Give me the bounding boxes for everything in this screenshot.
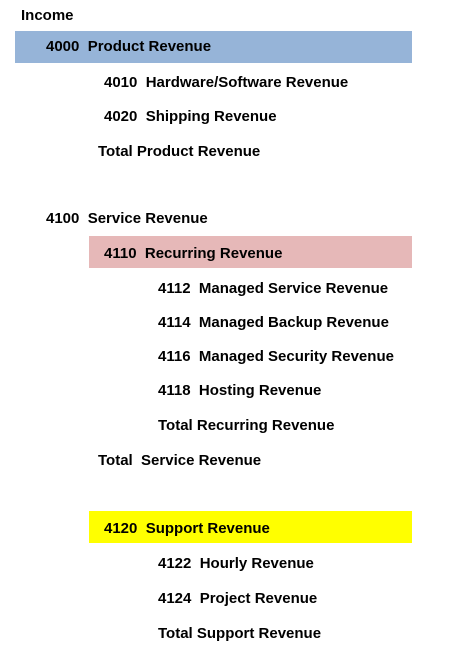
- managed-security-revenue-row: 4116 Managed Security Revenue: [158, 348, 394, 365]
- shipping-revenue-row: 4020 Shipping Revenue: [104, 108, 277, 125]
- project-revenue-row: 4124 Project Revenue: [158, 590, 318, 607]
- total-service-revenue: Total Service Revenue: [98, 452, 262, 469]
- hardware-software-revenue-row: 4010 Hardware/Software Revenue: [104, 74, 349, 91]
- managed-backup-revenue-row: 4114 Managed Backup Revenue: [158, 314, 389, 331]
- hourly-revenue-row: 4122 Hourly Revenue: [158, 555, 314, 572]
- support-revenue-highlight: [89, 511, 412, 543]
- recurring-revenue-header: 4110 Recurring Revenue: [104, 245, 283, 262]
- product-revenue-header: 4000 Product Revenue: [46, 38, 212, 55]
- total-support-revenue: Total Support Revenue: [158, 625, 322, 642]
- support-revenue-header: 4120 Support Revenue: [104, 520, 270, 537]
- income-heading: Income: [21, 7, 74, 24]
- total-product-revenue: Total Product Revenue: [98, 143, 261, 160]
- total-recurring-revenue: Total Recurring Revenue: [158, 417, 335, 434]
- product-revenue-highlight: [15, 31, 412, 63]
- managed-service-revenue-row: 4112 Managed Service Revenue: [158, 280, 389, 297]
- hosting-revenue-row: 4118 Hosting Revenue: [158, 382, 322, 399]
- service-revenue-header: 4100 Service Revenue: [46, 210, 208, 227]
- recurring-revenue-highlight: [89, 236, 412, 268]
